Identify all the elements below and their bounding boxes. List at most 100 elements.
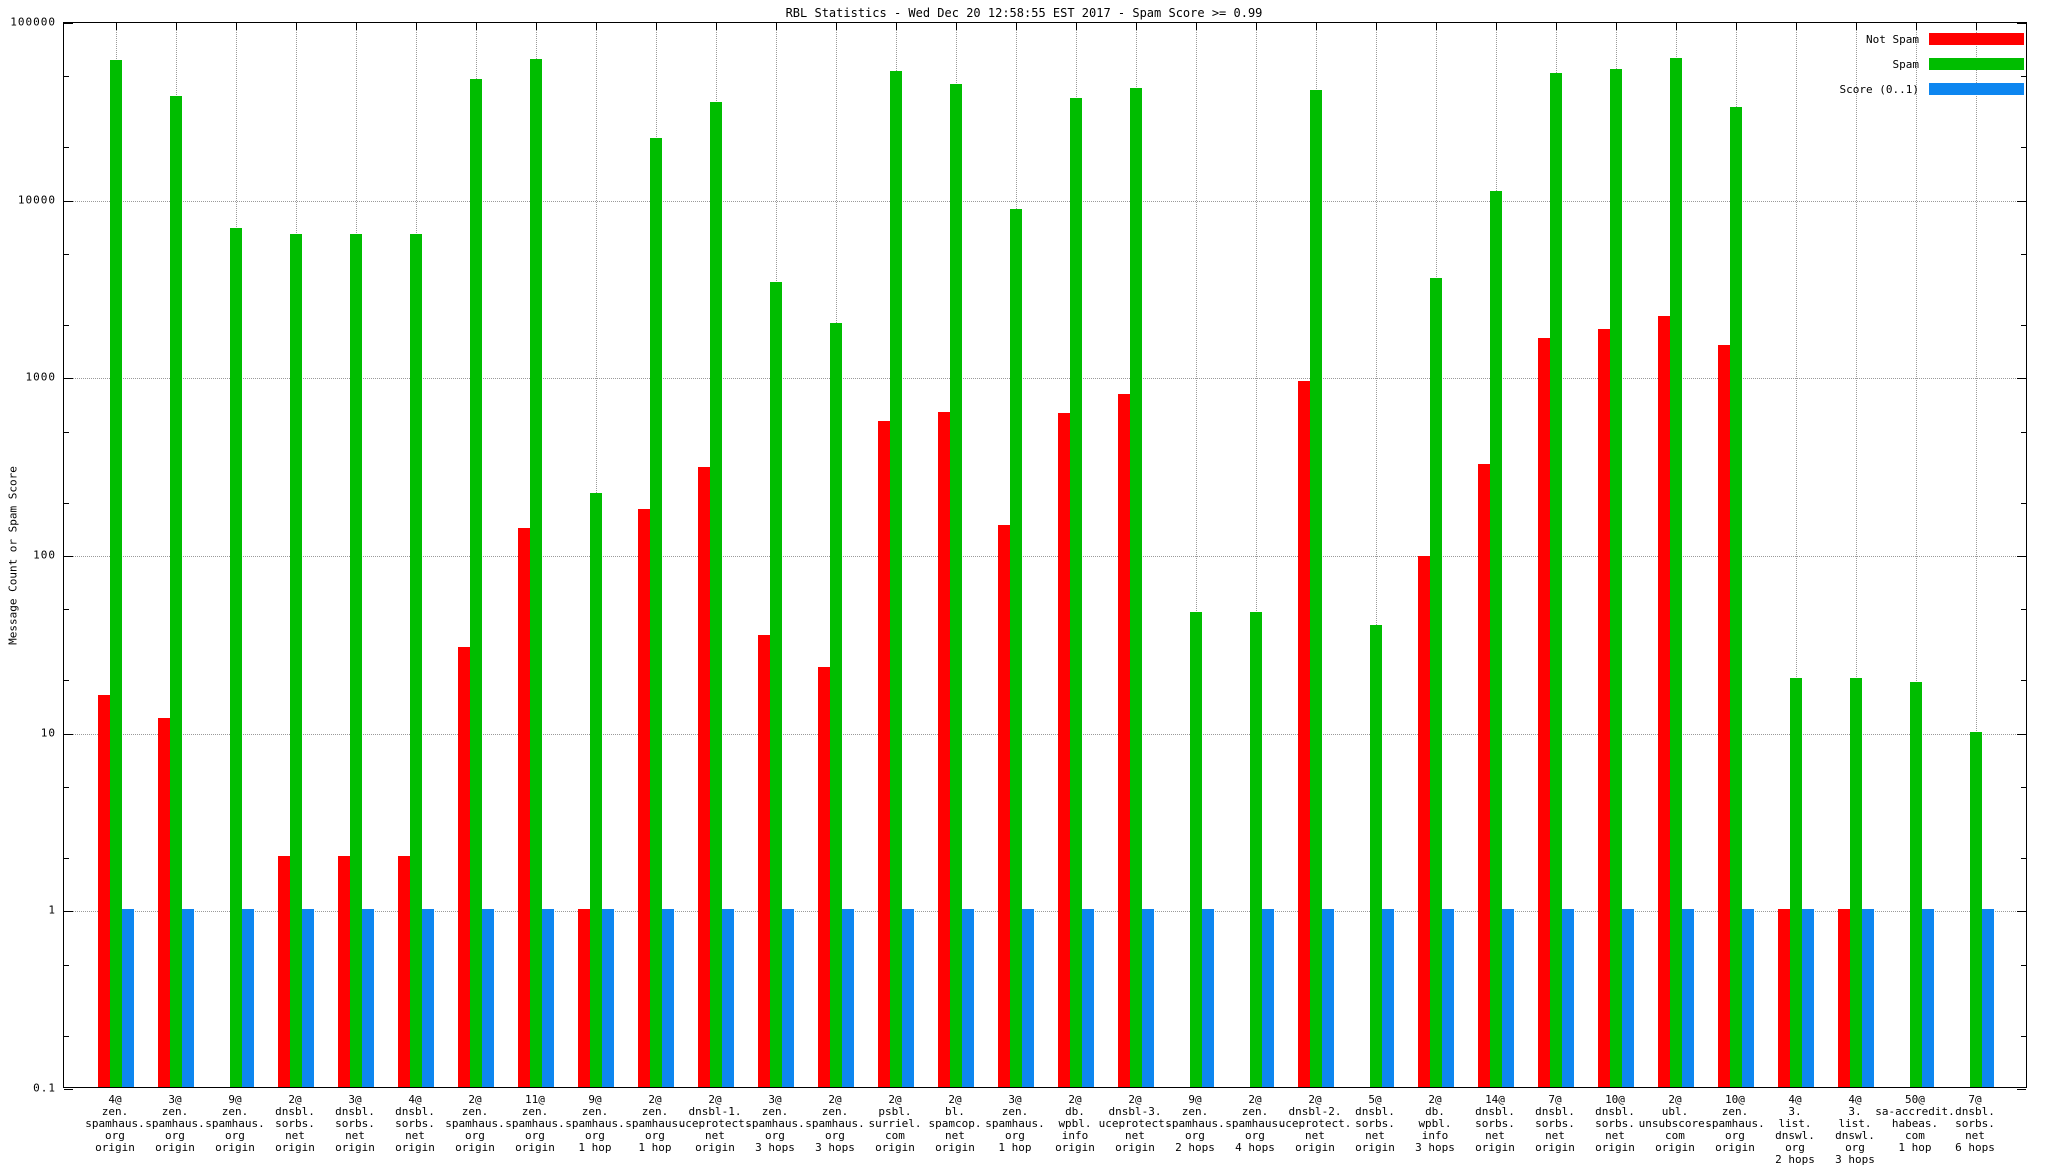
y-minor-tick-right bbox=[2021, 76, 2026, 78]
y-major-tick-left bbox=[64, 1089, 73, 1090]
bar-spam bbox=[1370, 624, 1382, 1087]
bar-score bbox=[1382, 909, 1394, 1087]
bar-not-spam bbox=[818, 667, 830, 1087]
x-tick-label: 9@ zen. spamhaus. org 2 hops bbox=[1165, 1093, 1225, 1154]
x-tick-label: 10@ zen. spamhaus. org origin bbox=[1705, 1093, 1765, 1154]
x-tick-top bbox=[116, 23, 117, 30]
x-tick-top bbox=[716, 23, 717, 30]
legend-entry: Score (0..1) bbox=[1840, 81, 2024, 97]
bar-spam bbox=[1610, 68, 1622, 1087]
bar-not-spam bbox=[638, 508, 650, 1087]
bar-score bbox=[1022, 909, 1034, 1087]
bar-score bbox=[1922, 909, 1934, 1087]
bar-not-spam bbox=[578, 909, 590, 1087]
x-axis-tick-labels: 4@ zen. spamhaus. org origin 3@ zen. spam… bbox=[63, 1094, 2027, 1166]
bar-score bbox=[1802, 909, 1814, 1087]
bar-spam bbox=[1430, 277, 1442, 1087]
bar-spam bbox=[590, 493, 602, 1087]
x-tick-top bbox=[356, 23, 357, 30]
bar-not-spam bbox=[878, 421, 890, 1087]
x-tick-label: 4@ zen. spamhaus. org origin bbox=[85, 1093, 145, 1154]
y-minor-tick-left bbox=[64, 787, 69, 789]
x-tick-label: 7@ dnsbl. sorbs. net 6 hops bbox=[1955, 1093, 1995, 1154]
bar-score bbox=[1262, 909, 1274, 1087]
x-tick-label: 2@ db. wpbl. info origin bbox=[1055, 1093, 1095, 1154]
x-tick-label: 10@ dnsbl. sorbs. net origin bbox=[1595, 1093, 1635, 1154]
bar-not-spam bbox=[278, 855, 290, 1087]
bar-spam bbox=[1310, 89, 1322, 1087]
legend-entry-label: Not Spam bbox=[1866, 32, 1919, 46]
bar-not-spam bbox=[1838, 909, 1850, 1087]
x-tick-top bbox=[956, 23, 957, 30]
y-tick-label: 10000 bbox=[17, 193, 56, 207]
x-tick-top bbox=[1316, 23, 1317, 30]
bar-score bbox=[242, 909, 254, 1087]
x-tick-top bbox=[1496, 23, 1497, 30]
bar-spam bbox=[110, 60, 122, 1087]
x-tick-label: 14@ dnsbl. sorbs. net origin bbox=[1475, 1093, 1515, 1154]
x-tick-label: 2@ bl. spamcop. net origin bbox=[928, 1093, 982, 1154]
bar-score bbox=[422, 909, 434, 1087]
legend-entry-label: Spam bbox=[1892, 57, 1920, 71]
y-major-tick-right bbox=[2017, 200, 2026, 202]
plot-area bbox=[63, 22, 2027, 1090]
x-tick-top bbox=[1436, 23, 1437, 30]
y-major-tick-right bbox=[2017, 1089, 2026, 1090]
bar-spam bbox=[1250, 612, 1262, 1087]
y-minor-tick-left bbox=[64, 964, 69, 966]
y-major-tick-right bbox=[2017, 23, 2026, 24]
x-tick-top bbox=[1256, 23, 1257, 30]
bar-spam bbox=[770, 281, 782, 1087]
y-tick-label: 1000 bbox=[25, 370, 56, 384]
y-tick-label: 100000 bbox=[10, 15, 56, 29]
y-tick-label: 0.1 bbox=[33, 1081, 56, 1095]
y-major-tick-right bbox=[2017, 911, 2026, 913]
x-tick-top bbox=[1916, 23, 1917, 30]
x-tick-top bbox=[1736, 23, 1737, 30]
y-minor-tick-right bbox=[2021, 324, 2026, 326]
bar-score bbox=[1202, 909, 1214, 1087]
bar-spam bbox=[1190, 612, 1202, 1087]
bar-score bbox=[1562, 909, 1574, 1087]
bar-not-spam bbox=[1118, 393, 1130, 1087]
y-minor-tick-left bbox=[64, 1035, 69, 1037]
bar-score bbox=[1982, 909, 1994, 1087]
y-minor-tick-left bbox=[64, 254, 69, 256]
x-tick-top bbox=[1076, 23, 1077, 30]
bar-not-spam bbox=[1718, 345, 1730, 1087]
x-tick-label: 2@ dnsbl-3. uceprotect. net origin bbox=[1098, 1093, 1172, 1154]
x-tick-label: 2@ zen. spamhaus. org 1 hop bbox=[625, 1093, 685, 1154]
bar-score bbox=[1322, 909, 1334, 1087]
bar-score bbox=[842, 909, 854, 1087]
legend-entry: Not Spam bbox=[1840, 31, 2024, 47]
x-tick-label: 2@ dnsbl-1. uceprotect. net origin bbox=[678, 1093, 752, 1154]
y-axis-tick-labels: 100000 10000 1000 100 10 1 0.1 bbox=[0, 16, 56, 1095]
x-tick-label: 2@ zen. spamhaus. org 3 hops bbox=[805, 1093, 865, 1154]
bar-spam bbox=[950, 84, 962, 1087]
bar-not-spam bbox=[938, 411, 950, 1087]
y-minor-tick-left bbox=[64, 502, 69, 504]
y-minor-tick-right bbox=[2021, 431, 2026, 433]
x-tick-label: 2@ ubl. unsubscore. com origin bbox=[1638, 1093, 1712, 1154]
bar-not-spam bbox=[1598, 328, 1610, 1087]
y-minor-tick-left bbox=[64, 680, 69, 682]
x-tick-label: 2@ dnsbl-2. uceprotect. net origin bbox=[1278, 1093, 1352, 1154]
y-minor-tick-left bbox=[64, 857, 69, 859]
bar-score bbox=[122, 909, 134, 1087]
bar-not-spam bbox=[698, 466, 710, 1087]
bar-spam bbox=[1010, 208, 1022, 1087]
decade-gridline bbox=[64, 733, 2026, 735]
bar-not-spam bbox=[338, 855, 350, 1087]
bar-spam bbox=[1550, 72, 1562, 1087]
bar-not-spam bbox=[1538, 337, 1550, 1087]
bar-spam bbox=[1970, 731, 1982, 1087]
bar-spam bbox=[1070, 97, 1082, 1087]
y-minor-tick-right bbox=[2021, 609, 2026, 611]
y-minor-tick-right bbox=[2021, 1035, 2026, 1037]
bar-score bbox=[1142, 909, 1154, 1087]
y-minor-tick-right bbox=[2021, 680, 2026, 682]
y-major-tick-left bbox=[64, 378, 73, 380]
y-minor-tick-right bbox=[2021, 502, 2026, 504]
x-tick-label: 2@ zen. spamhaus. org origin bbox=[445, 1093, 505, 1154]
bar-spam bbox=[170, 95, 182, 1087]
